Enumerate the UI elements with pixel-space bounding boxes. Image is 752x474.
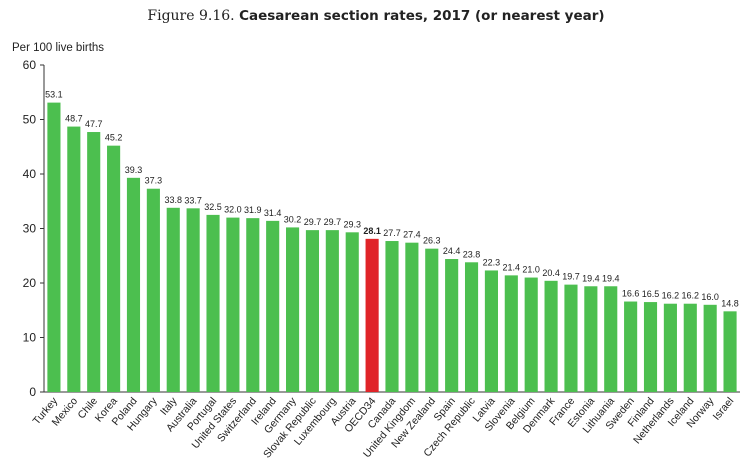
value-label: 29.7: [304, 217, 322, 227]
bars: [47, 102, 737, 393]
bar-france: [564, 284, 578, 392]
bar-canada: [385, 241, 399, 392]
bar-hungary: [146, 188, 160, 392]
value-label: 33.7: [184, 195, 202, 205]
value-label: 27.7: [383, 228, 401, 238]
bar-australia: [186, 208, 200, 392]
value-label: 33.8: [164, 195, 182, 205]
bar-czech-republic: [464, 262, 479, 392]
chart-title: Figure 9.16. Caesarean section rates, 20…: [0, 8, 752, 24]
value-label: 19.4: [602, 273, 620, 283]
value-label: 16.2: [682, 291, 700, 301]
bar-estonia: [584, 286, 598, 392]
y-axis-label: Per 100 live births: [12, 42, 104, 54]
value-label: 22.3: [483, 257, 501, 267]
category-labels: TurkeyMexicoChileKoreaPolandHungaryItaly…: [31, 395, 737, 461]
value-label: 37.3: [145, 176, 163, 186]
value-label: 32.5: [204, 202, 222, 212]
bar-oecd34: [365, 238, 379, 392]
bar-austria: [345, 232, 359, 392]
y-tick-label: 10: [23, 331, 37, 345]
y-tick-label: 30: [23, 222, 37, 236]
bar-norway: [703, 304, 717, 392]
figure-number: Figure 9.16.: [147, 8, 235, 24]
bar-united-kingdom: [405, 242, 419, 392]
y-tick-label: 20: [23, 276, 37, 290]
bar-switzerland: [246, 218, 260, 392]
bar-new-zealand: [425, 248, 439, 392]
value-label: 26.3: [423, 236, 441, 246]
value-label: 48.7: [65, 114, 83, 124]
bar-mexico: [67, 126, 81, 392]
bar-denmark: [544, 280, 558, 392]
y-tick-label: 40: [23, 167, 37, 181]
bar-luxembourg: [325, 230, 339, 392]
value-label: 19.7: [562, 272, 580, 282]
value-label: 24.4: [443, 246, 461, 256]
bar-korea: [107, 145, 121, 392]
bar-israel: [723, 311, 737, 392]
bar-turkey: [47, 102, 61, 393]
bar-ireland: [266, 220, 280, 392]
value-label: 39.3: [125, 165, 143, 175]
value-label: 31.4: [264, 208, 282, 218]
value-label: 16.0: [701, 292, 719, 302]
value-label: 16.6: [622, 289, 640, 299]
value-label: 31.9: [244, 205, 262, 215]
y-tick-label: 50: [23, 113, 37, 127]
bar-finland: [643, 302, 658, 392]
value-label: 21.0: [522, 265, 540, 275]
value-label: 16.2: [662, 291, 680, 301]
value-label: 14.8: [721, 298, 739, 308]
category-label: Israel: [711, 395, 737, 422]
value-labels: 53.1 48.747.745.2 39.337.333.8 33.732.5 32.0…: [45, 90, 739, 309]
value-label: 28.1: [363, 226, 381, 236]
value-label: 27.4: [403, 230, 421, 240]
bar-spain: [445, 259, 459, 392]
value-label: 45.2: [105, 133, 123, 143]
bar-lithuania: [604, 286, 618, 392]
bar-belgium: [524, 277, 538, 392]
bar-portugal: [206, 214, 220, 393]
value-label: 29.3: [343, 219, 361, 229]
value-label: 30.2: [284, 214, 302, 224]
value-label: 19.4: [582, 273, 600, 283]
y-tick-label: 60: [23, 58, 37, 72]
bar-italy: [166, 207, 180, 392]
bar-germany: [286, 227, 300, 392]
value-label: 20.4: [542, 268, 560, 278]
bar-united-states: [226, 217, 240, 392]
bar-latvia: [484, 270, 498, 392]
value-label: 29.7: [324, 217, 342, 227]
bar-netherlands: [663, 303, 677, 392]
value-label: 47.7: [85, 119, 103, 129]
value-label: 21.4: [503, 262, 521, 272]
figure-title: Caesarean section rates, 2017 (or neares…: [239, 8, 605, 24]
value-label: 53.1: [45, 90, 63, 100]
bar-iceland: [683, 303, 697, 392]
bar-slovak-republic: [305, 230, 320, 392]
value-label: 16.5: [642, 289, 660, 299]
bar-slovenia: [504, 275, 518, 392]
value-label: 32.0: [224, 205, 242, 215]
y-tick-label: 0: [29, 385, 36, 399]
bar-sweden: [624, 301, 638, 392]
bar-poland: [126, 177, 141, 392]
bar-chile: [87, 132, 101, 392]
y-axis: 0 10 20 30 40 50 60: [23, 58, 740, 399]
value-label: 23.8: [463, 249, 481, 259]
